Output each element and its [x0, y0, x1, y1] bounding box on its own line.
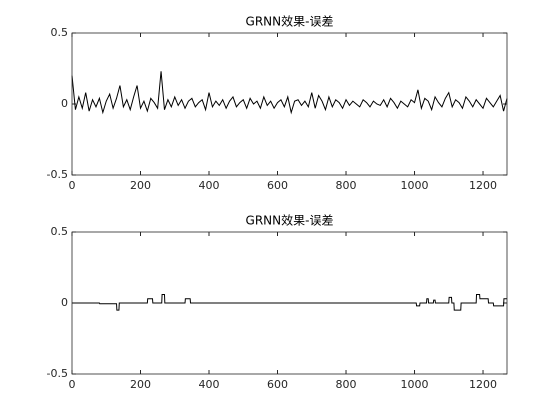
x-tick-label: 200	[130, 179, 151, 192]
x-tick-label: 600	[267, 378, 288, 391]
x-tick-label: 0	[69, 179, 76, 192]
x-tick-label: 1200	[469, 378, 497, 391]
x-tick-label: 1000	[401, 179, 429, 192]
x-tick-label: 1000	[401, 378, 429, 391]
x-tick-label: 600	[267, 179, 288, 192]
data-line	[71, 71, 508, 115]
y-tick-label: 0	[61, 97, 68, 110]
x-tick-label: 0	[69, 378, 76, 391]
x-tick-label: 400	[199, 179, 220, 192]
x-tick-label: 400	[199, 378, 220, 391]
y-tick-label: 0	[61, 296, 68, 309]
data-line	[72, 293, 507, 311]
y-tick-label: -0.5	[47, 367, 68, 380]
y-tick-label: 0.5	[51, 225, 69, 238]
x-tick-label: 200	[130, 378, 151, 391]
x-tick-label: 800	[336, 179, 357, 192]
x-tick-label: 800	[336, 378, 357, 391]
chart-title: GRNN效果-误差	[246, 14, 334, 29]
chart-title: GRNN效果-误差	[246, 213, 334, 228]
y-tick-label: 0.5	[51, 26, 69, 39]
axes-box	[71, 32, 508, 176]
axes-box	[71, 231, 508, 375]
x-tick-label: 1200	[469, 179, 497, 192]
y-tick-label: -0.5	[47, 168, 68, 181]
